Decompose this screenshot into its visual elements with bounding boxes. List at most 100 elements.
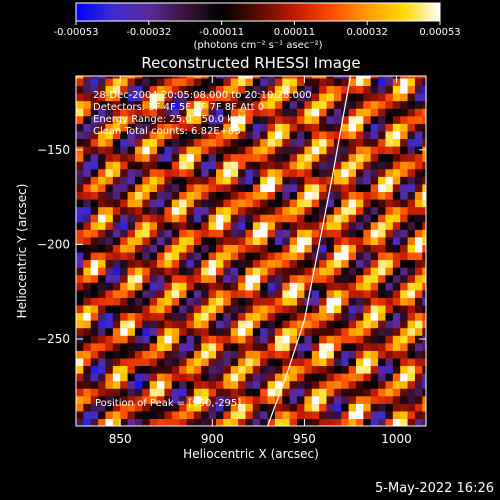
heatmap-cell <box>392 206 401 215</box>
heatmap-cell <box>127 289 136 298</box>
heatmap-cell <box>120 108 129 117</box>
heatmap-cell <box>274 380 283 389</box>
heatmap-cell <box>400 161 409 170</box>
heatmap-cell <box>230 244 239 253</box>
heatmap-cell <box>223 108 232 117</box>
heatmap-cell <box>134 259 143 268</box>
heatmap-cell <box>223 221 232 230</box>
heatmap-cell <box>311 130 320 140</box>
heatmap-cell <box>230 274 239 283</box>
heatmap-cell <box>326 267 335 276</box>
heatmap-cell <box>157 198 166 208</box>
heatmap-cell <box>186 274 195 283</box>
heatmap-cell <box>304 221 313 230</box>
heatmap-cell <box>120 251 129 261</box>
heatmap-cell <box>216 176 224 185</box>
heatmap-cell <box>252 410 261 420</box>
heatmap-cell <box>105 357 114 367</box>
heatmap-cell <box>252 77 261 87</box>
heatmap-cell <box>76 289 84 298</box>
heatmap-cell <box>223 304 232 314</box>
heatmap-cell <box>83 146 92 155</box>
heatmap-cell <box>348 214 357 223</box>
heatmap-cell <box>238 229 247 238</box>
heatmap-cell <box>260 274 269 283</box>
heatmap-cell <box>105 93 114 102</box>
heatmap-cell <box>333 267 342 276</box>
heatmap-cell <box>341 221 350 230</box>
heatmap-cell <box>216 244 224 253</box>
heatmap-cell <box>341 146 350 155</box>
heatmap-cell <box>304 365 313 374</box>
heatmap-cell <box>134 289 143 298</box>
heatmap-cell <box>407 320 416 329</box>
heatmap-cell <box>378 236 387 245</box>
heatmap-cell <box>319 395 328 404</box>
heatmap-cell <box>238 312 247 321</box>
heatmap-cell <box>260 161 269 170</box>
heatmap-cell <box>319 76 328 79</box>
heatmap-cell <box>245 214 254 223</box>
heatmap-cell <box>304 373 313 382</box>
heatmap-cell <box>179 365 188 374</box>
heatmap-cell <box>252 191 261 200</box>
heatmap-cell <box>400 373 409 382</box>
heatmap-cell <box>378 304 387 314</box>
heatmap-cell <box>98 236 107 245</box>
heatmap-cell <box>297 244 306 253</box>
heatmap-cell <box>157 115 166 124</box>
heatmap-cell <box>378 191 387 200</box>
heatmap-cell <box>274 85 283 94</box>
heatmap-cell <box>193 304 202 314</box>
heatmap-cell <box>230 267 239 276</box>
heatmap-cell <box>289 327 298 336</box>
heatmap-cell <box>90 410 99 420</box>
heatmap-cell <box>245 168 254 177</box>
heatmap-cell <box>208 138 217 147</box>
heatmap-cell <box>90 153 99 162</box>
heatmap-cell <box>83 312 92 321</box>
heatmap-cell <box>400 395 409 404</box>
heatmap-cell <box>370 365 379 374</box>
heatmap-cell <box>407 274 416 283</box>
heatmap-cell <box>245 183 254 193</box>
heatmap-cell <box>120 198 129 208</box>
heatmap-cell <box>348 274 357 283</box>
heatmap-cell <box>98 418 107 426</box>
heatmap-cell <box>385 214 394 223</box>
heatmap-cell <box>422 297 426 306</box>
heatmap-cell <box>171 77 180 87</box>
heatmap-cell <box>363 418 372 426</box>
heatmap-cell <box>370 100 379 109</box>
heatmap-cell <box>83 138 92 147</box>
heatmap-cell <box>238 191 247 200</box>
heatmap-cell <box>289 282 298 291</box>
heatmap-cell <box>282 85 291 94</box>
heatmap-cell <box>157 312 166 321</box>
heatmap-cell <box>348 236 357 245</box>
heatmap-cell <box>311 146 320 155</box>
heatmap-cell <box>297 176 306 185</box>
heatmap-cell <box>289 206 298 215</box>
heatmap-cell <box>193 373 202 382</box>
heatmap-cell <box>252 365 261 374</box>
heatmap-cell <box>422 93 426 102</box>
heatmap-cell <box>348 108 357 117</box>
heatmap-cell <box>311 198 320 208</box>
heatmap-cell <box>392 214 401 223</box>
heatmap-cell <box>407 153 416 162</box>
heatmap-cell <box>216 304 224 314</box>
heatmap-cell <box>179 335 188 344</box>
heatmap-cell <box>142 108 151 117</box>
heatmap-cell <box>230 206 239 215</box>
heatmap-cell <box>127 77 136 87</box>
heatmap-cell <box>422 251 426 261</box>
heatmap-cell <box>223 289 232 298</box>
heatmap-cell <box>164 100 173 109</box>
heatmap-cell <box>319 77 328 87</box>
heatmap-cell <box>341 297 350 306</box>
heatmap-cell <box>282 342 291 351</box>
heatmap-cell <box>267 108 276 117</box>
heatmap-cell <box>201 320 210 329</box>
heatmap-cell <box>142 403 151 412</box>
